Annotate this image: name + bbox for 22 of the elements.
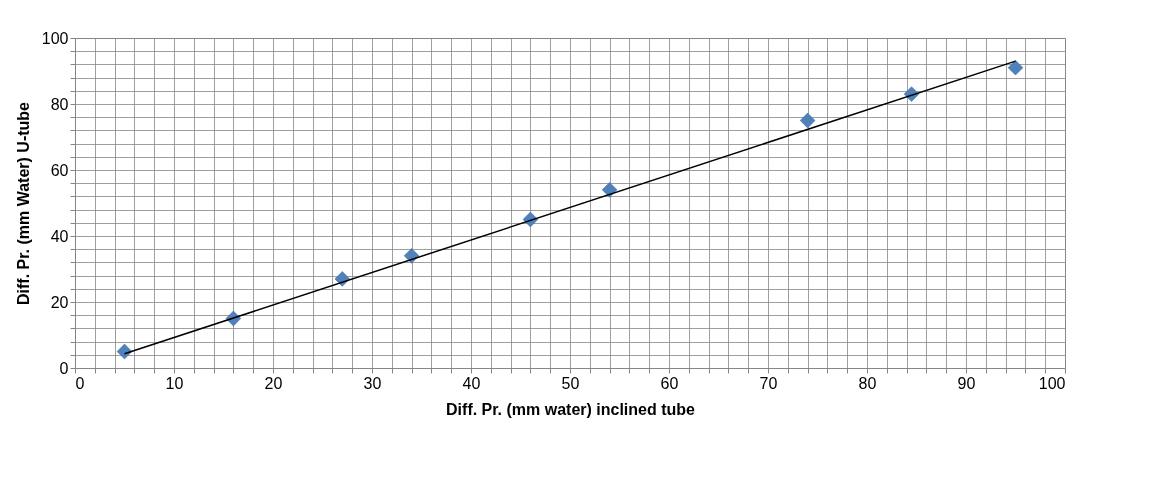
x-tick-label: 40 <box>462 374 481 392</box>
y-axis-title: Diff. Pr. (mm Water) U-tube <box>14 101 32 305</box>
x-tick-label: 0 <box>75 374 85 392</box>
y-tick-label: 20 <box>50 293 69 311</box>
x-tick-label: 60 <box>660 374 679 392</box>
x-tick-label: 100 <box>1038 374 1066 392</box>
point <box>799 112 816 129</box>
x-tick-label: 70 <box>759 374 778 392</box>
y-tick-label: 60 <box>50 161 69 179</box>
y-tick-label: 100 <box>41 29 69 47</box>
x-tick-label: 30 <box>363 374 382 392</box>
point <box>601 182 618 198</box>
x-axis-title: Diff. Pr. (mm water) inclined tube <box>446 400 696 418</box>
x-tick-label: 10 <box>165 374 184 392</box>
x-tick-label: 20 <box>264 374 283 392</box>
y-tick-label: 0 <box>59 359 69 377</box>
x-tick-label: 90 <box>957 374 976 392</box>
y-tick-label: 40 <box>50 227 69 245</box>
x-tick-label: 50 <box>561 374 580 392</box>
y-tick-label: 80 <box>50 95 69 113</box>
point <box>1007 60 1024 76</box>
x-tick-label: 80 <box>858 374 877 392</box>
